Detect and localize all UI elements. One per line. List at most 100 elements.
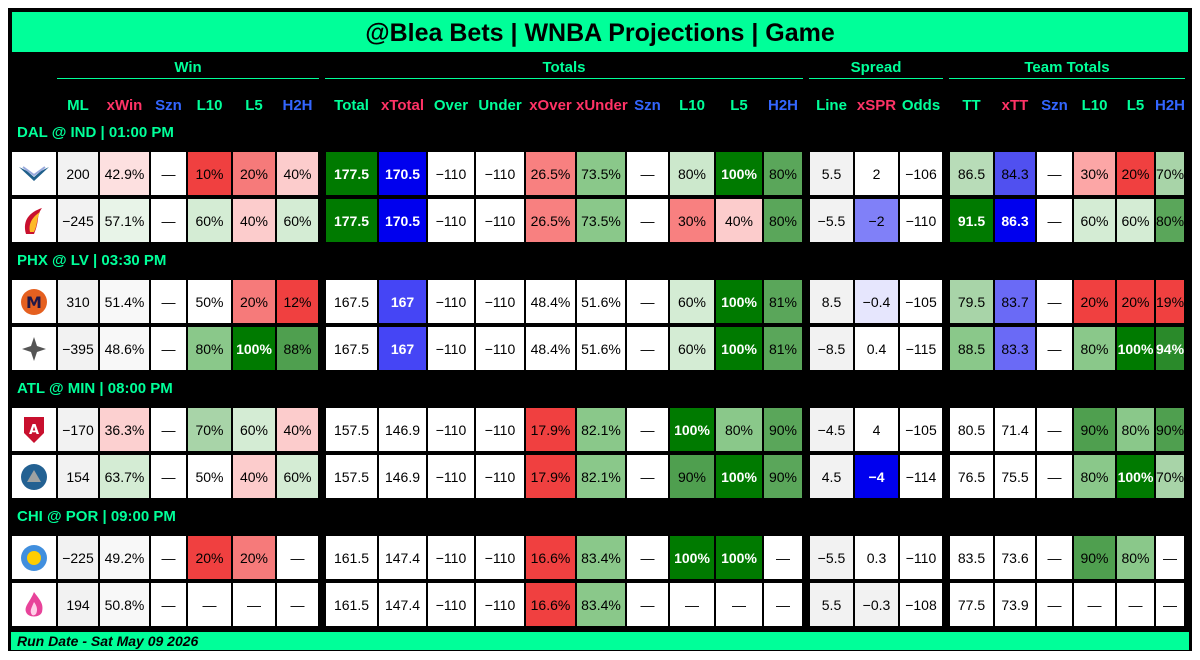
cell-szn: — xyxy=(1036,326,1073,371)
header-tt-19: TT xyxy=(962,97,981,114)
cell-xwin: 36.3% xyxy=(99,407,150,452)
cell-l5: 100% xyxy=(1116,454,1155,499)
cell-szn: — xyxy=(150,151,187,196)
cell-line: −5.5 xyxy=(809,535,854,580)
cell-l10: 60% xyxy=(1073,198,1116,243)
header-l10-22: L10 xyxy=(1081,97,1108,114)
cell-odds: −110 xyxy=(899,198,943,243)
cell-xtotal: 167 xyxy=(378,279,427,324)
cell-l5: 80% xyxy=(1116,407,1155,452)
cell-xtotal: 170.5 xyxy=(378,198,427,243)
cell-total: 161.5 xyxy=(325,535,378,580)
cell-line: 8.5 xyxy=(809,279,854,324)
cell-szn: — xyxy=(150,454,187,499)
cell-total: 161.5 xyxy=(325,582,378,627)
cell-odds: −106 xyxy=(899,151,943,196)
cell-l10: 50% xyxy=(187,279,232,324)
cell-xtt: 71.4 xyxy=(994,407,1036,452)
cell-xtotal: 170.5 xyxy=(378,151,427,196)
cell-szn: — xyxy=(626,151,669,196)
header-under-9: Under xyxy=(478,97,522,114)
group-win: Win xyxy=(57,59,319,79)
cell-l10: 20% xyxy=(187,535,232,580)
cell-l5: 100% xyxy=(715,151,763,196)
cell-h2h: 88% xyxy=(276,326,319,371)
cell-xunder: 83.4% xyxy=(576,535,626,580)
cell-l5: 20% xyxy=(1116,279,1155,324)
cell-xspr: 0.3 xyxy=(854,535,899,580)
cell-line: 4.5 xyxy=(809,454,854,499)
cell-under: −110 xyxy=(475,407,525,452)
header-xwin-1: xWin xyxy=(106,97,143,114)
cell-h2h: 40% xyxy=(276,407,319,452)
cell-h2h: 81% xyxy=(763,279,803,324)
cell-odds: −105 xyxy=(899,407,943,452)
sky-logo xyxy=(11,535,57,580)
cell-xtotal: 147.4 xyxy=(378,535,427,580)
cell-ml: −245 xyxy=(57,198,99,243)
cell-l5: 40% xyxy=(232,198,276,243)
cell-xunder: 51.6% xyxy=(576,279,626,324)
cell-odds: −114 xyxy=(899,454,943,499)
cell-over: −110 xyxy=(427,535,475,580)
cell-h2h: 90% xyxy=(763,454,803,499)
cell-l10: — xyxy=(1073,582,1116,627)
cell-szn: — xyxy=(150,198,187,243)
cell-szn: — xyxy=(1036,535,1073,580)
header-ml-0: ML xyxy=(67,97,89,114)
cell-xspr: 2 xyxy=(854,151,899,196)
cell-xunder: 82.1% xyxy=(576,407,626,452)
cell-xunder: 82.1% xyxy=(576,454,626,499)
cell-tt: 86.5 xyxy=(949,151,994,196)
cell-h2h: — xyxy=(763,582,803,627)
svg-text:M: M xyxy=(26,293,42,312)
cell-tt: 91.5 xyxy=(949,198,994,243)
header-line-16: Line xyxy=(816,97,847,114)
cell-xover: 48.4% xyxy=(525,279,576,324)
cell-line: −4.5 xyxy=(809,407,854,452)
cell-ml: 154 xyxy=(57,454,99,499)
cell-odds: −115 xyxy=(899,326,943,371)
cell-tt: 79.5 xyxy=(949,279,994,324)
cell-xtotal: 167 xyxy=(378,326,427,371)
cell-l10: — xyxy=(187,582,232,627)
cell-ml: 194 xyxy=(57,582,99,627)
lynx-logo xyxy=(11,454,57,499)
cell-szn: — xyxy=(1036,582,1073,627)
cell-l10: 30% xyxy=(669,198,715,243)
cell-l5: 20% xyxy=(1116,151,1155,196)
cell-h2h: 80% xyxy=(1155,198,1185,243)
cell-total: 177.5 xyxy=(325,198,378,243)
cell-h2h: 12% xyxy=(276,279,319,324)
cell-h2h: 90% xyxy=(1155,407,1185,452)
cell-ml: −170 xyxy=(57,407,99,452)
header-l10-13: L10 xyxy=(679,97,705,114)
projections-board: @Blea Bets | WNBA Projections | Game Win… xyxy=(8,8,1192,651)
aces-logo xyxy=(11,326,57,371)
cell-under: −110 xyxy=(475,151,525,196)
cell-xtotal: 147.4 xyxy=(378,582,427,627)
cell-h2h: 60% xyxy=(276,454,319,499)
cell-l5: 40% xyxy=(715,198,763,243)
cell-szn: — xyxy=(626,535,669,580)
cell-h2h: — xyxy=(1155,582,1185,627)
cell-szn: — xyxy=(1036,279,1073,324)
cell-h2h: 60% xyxy=(276,198,319,243)
header-szn-12: Szn xyxy=(634,97,661,114)
header-l5-14: L5 xyxy=(730,97,748,114)
cell-xspr: −0.4 xyxy=(854,279,899,324)
cell-xunder: 73.5% xyxy=(576,198,626,243)
cell-xtt: 83.7 xyxy=(994,279,1036,324)
cell-szn: — xyxy=(626,454,669,499)
cell-l10: 60% xyxy=(669,279,715,324)
cell-xtt: 73.9 xyxy=(994,582,1036,627)
cell-l5: 100% xyxy=(715,454,763,499)
cell-l5: 60% xyxy=(232,407,276,452)
game-header: ATL @ MIN | 08:00 PM xyxy=(17,380,173,397)
cell-h2h: 70% xyxy=(1155,454,1185,499)
cell-szn: — xyxy=(626,407,669,452)
cell-under: −110 xyxy=(475,198,525,243)
cell-line: −8.5 xyxy=(809,326,854,371)
cell-xwin: 48.6% xyxy=(99,326,150,371)
cell-l5: — xyxy=(715,582,763,627)
